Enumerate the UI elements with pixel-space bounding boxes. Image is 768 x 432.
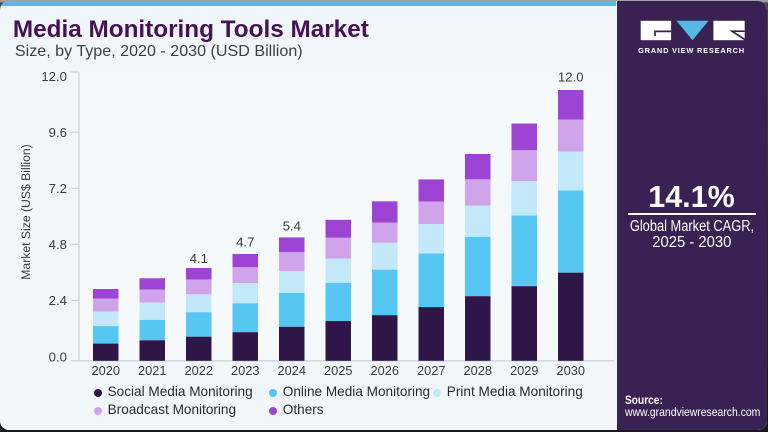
- svg-text:2023: 2023: [231, 363, 259, 378]
- svg-text:12.0: 12.0: [558, 70, 584, 85]
- svg-text:4.7: 4.7: [236, 235, 254, 250]
- svg-text:2026: 2026: [371, 363, 399, 378]
- svg-text:7.2: 7.2: [49, 181, 67, 196]
- svg-text:2022: 2022: [185, 363, 213, 378]
- svg-text:5.4: 5.4: [283, 219, 301, 234]
- svg-text:2027: 2027: [417, 363, 445, 378]
- svg-text:Market Size (US$ Billion): Market Size (US$ Billion): [19, 144, 33, 279]
- svg-text:9.6: 9.6: [49, 125, 67, 140]
- svg-text:2.4: 2.4: [49, 293, 67, 308]
- svg-text:2029: 2029: [510, 363, 538, 378]
- svg-text:2025: 2025: [324, 363, 352, 378]
- svg-text:4.1: 4.1: [190, 251, 208, 266]
- svg-text:2028: 2028: [464, 363, 492, 378]
- svg-text:2024: 2024: [278, 363, 306, 378]
- svg-text:2021: 2021: [138, 363, 166, 378]
- svg-text:2030: 2030: [557, 363, 585, 378]
- svg-text:4.8: 4.8: [49, 237, 67, 252]
- svg-text:0.0: 0.0: [49, 349, 67, 364]
- svg-text:2020: 2020: [92, 363, 120, 378]
- svg-text:12.0: 12.0: [41, 69, 67, 84]
